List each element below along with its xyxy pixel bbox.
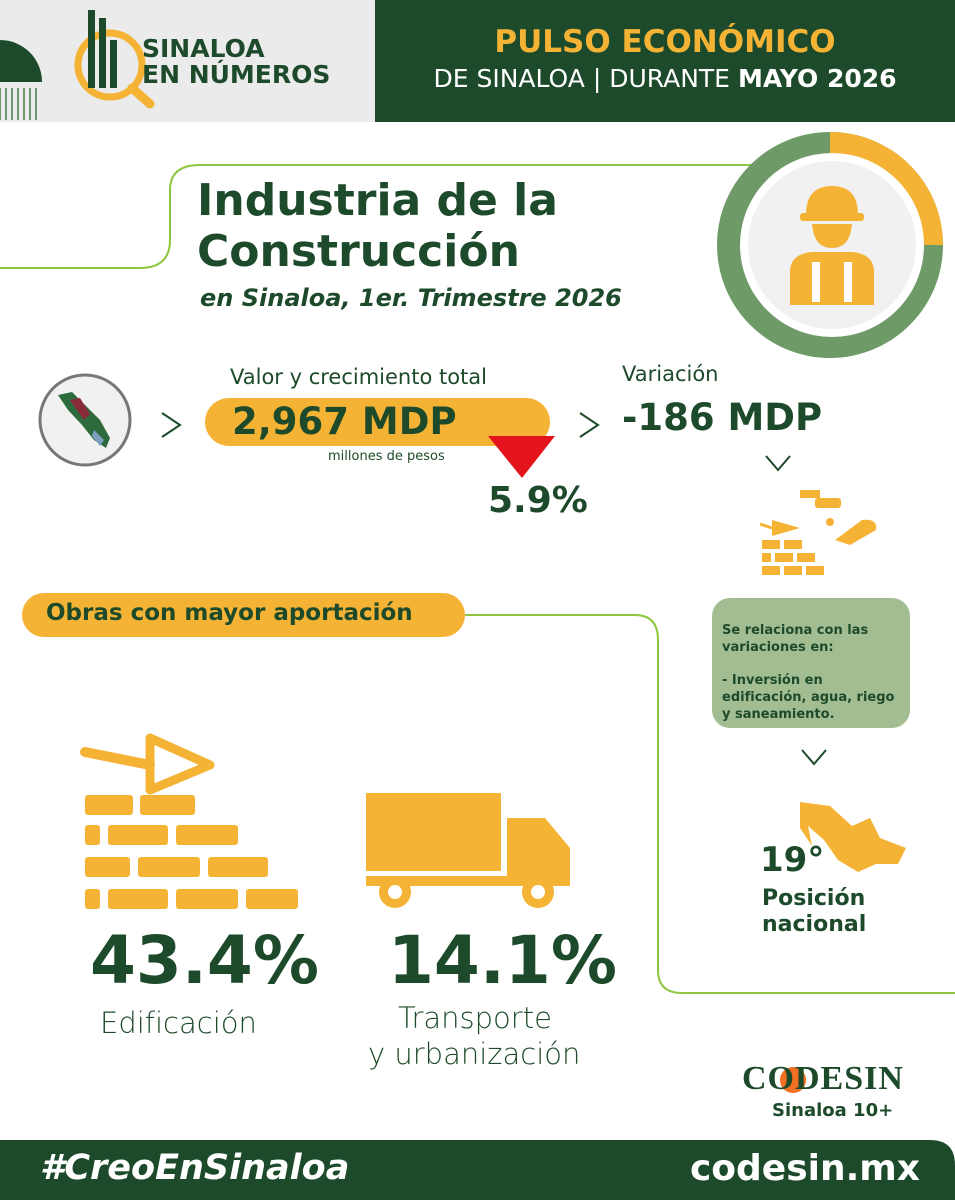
rank-label: Posición (762, 886, 866, 911)
note-title: Se relaciona con las variaciones en: (722, 623, 869, 655)
work-share: 43.4% (90, 922, 319, 999)
value-change: 5.9% (488, 480, 588, 521)
url[interactable]: codesin.mx (689, 1148, 920, 1189)
work-label: Transporte (398, 1001, 552, 1035)
variation-amount: -186 MDP (622, 396, 823, 439)
rank-label: nacional (762, 912, 867, 937)
brand: CODESIN (742, 1060, 904, 1097)
subtitle-bold: MAYO 2026 (737, 64, 897, 93)
works-title: Obras con mayor aportación (46, 600, 413, 626)
value-amount: 2,967 MDP (232, 400, 457, 443)
hashtag: #CreoEnSinaloa (40, 1148, 350, 1188)
work-share: 14.1% (388, 922, 617, 999)
logo-text: EN NÚMEROS (142, 60, 331, 89)
brand-tag: Sinaloa 10+ (772, 1100, 894, 1121)
unit-note: millones de pesos (328, 449, 445, 464)
work-label: Edificación (100, 1006, 257, 1040)
rank: 19° (760, 840, 825, 880)
subtitle-prefix: DE SINALOA | DURANTE (433, 64, 730, 93)
section-title: Industria de la (197, 175, 558, 226)
section-title: Construcción (197, 226, 520, 277)
section-subtitle: en Sinaloa, 1er. Trimestre 2026 (200, 284, 622, 312)
header-subtitle: DE SINALOA | DURANTE MAYO 2026 (375, 64, 955, 93)
header-title: PULSO ECONÓMICO (494, 24, 836, 60)
variation-label: Variación (622, 362, 719, 386)
note-item: - Inversión en edificación, agua, riego … (722, 673, 895, 722)
logo-text: SINALOA (142, 34, 265, 63)
value-label: Valor y crecimiento total (230, 365, 488, 389)
work-label: y urbanización (368, 1037, 581, 1071)
